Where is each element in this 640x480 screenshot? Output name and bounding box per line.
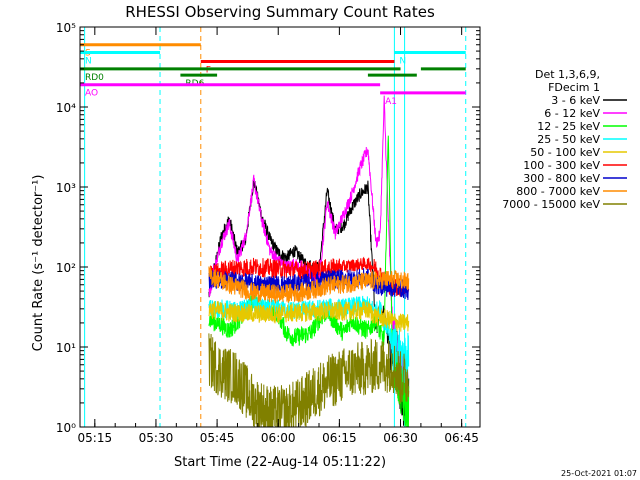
- y-tick-label-2: 10²: [56, 261, 76, 275]
- state-bar-label-1: N: [85, 57, 92, 67]
- series-300_800keV-line: [208, 268, 410, 301]
- legend-header-1: FDecim 1: [548, 81, 600, 94]
- state-bar-label-2: N: [399, 57, 406, 67]
- legend-label-3: 25 - 50 keV: [537, 133, 600, 146]
- y-tick-label-5: 10⁵: [56, 21, 76, 35]
- legend-label-0: 3 - 6 keV: [551, 94, 600, 107]
- data-series: [208, 95, 410, 428]
- x-tick-label-5: 06:30: [383, 431, 418, 445]
- legend-header-0: Det 1,3,6,9,: [535, 68, 600, 81]
- timestamp: 25-Oct-2021 01:07: [561, 469, 637, 478]
- legend-label-8: 7000 - 15000 keV: [502, 198, 600, 211]
- state-bar-label-8: AO: [85, 89, 98, 99]
- series-7000_15000keV-line: [208, 333, 410, 428]
- y-tick-label-0: 10⁰: [56, 421, 76, 435]
- legend-label-2: 12 - 25 keV: [537, 120, 600, 133]
- x-tick-label-0: 05:15: [78, 431, 113, 445]
- legend-label-1: 6 - 12 keV: [544, 107, 600, 120]
- y-tick-label-1: 10¹: [56, 341, 76, 355]
- axes: 05:15 05:30 05:45 06:00 06:15 06:30 06:45 10⁰ 10…: [56, 21, 480, 445]
- x-tick-label-3: 06:00: [261, 431, 296, 445]
- y-tick-label-4: 10⁴: [56, 101, 76, 115]
- x-tick-label-6: 06:45: [444, 431, 479, 445]
- chart-title: RHESSI Observing Summary Count Rates: [125, 3, 435, 21]
- vertical-markers: [84, 27, 467, 427]
- series-800_7000keV-line: [208, 266, 410, 304]
- state-bar-label-4: RD0: [85, 73, 104, 83]
- attenuator-state-bars: SNNFRD0RD6AOA1: [80, 43, 466, 107]
- legend-label-6: 300 - 800 keV: [523, 172, 600, 185]
- x-tick-label-1: 05:30: [139, 431, 174, 445]
- legend-label-4: 50 - 100 keV: [530, 146, 600, 159]
- y-tick-label-3: 10³: [56, 181, 76, 195]
- series-50_100keV-line: [208, 301, 410, 332]
- x-tick-label-2: 05:45: [200, 431, 235, 445]
- state-bar-label-9: A1: [385, 97, 397, 107]
- state-bar-label-3: F: [206, 66, 211, 76]
- legend-label-5: 100 - 300 keV: [523, 159, 600, 172]
- y-axis-label: Count Rate (s⁻¹ detector⁻¹): [31, 175, 46, 352]
- plot-frame: [79, 26, 481, 428]
- series-100_300keV-line: [208, 256, 410, 297]
- x-tick-label-4: 06:15: [322, 431, 357, 445]
- x-axis-label: Start Time (22-Aug-14 05:11:22): [174, 455, 386, 470]
- legend-label-7: 800 - 7000 keV: [516, 185, 600, 198]
